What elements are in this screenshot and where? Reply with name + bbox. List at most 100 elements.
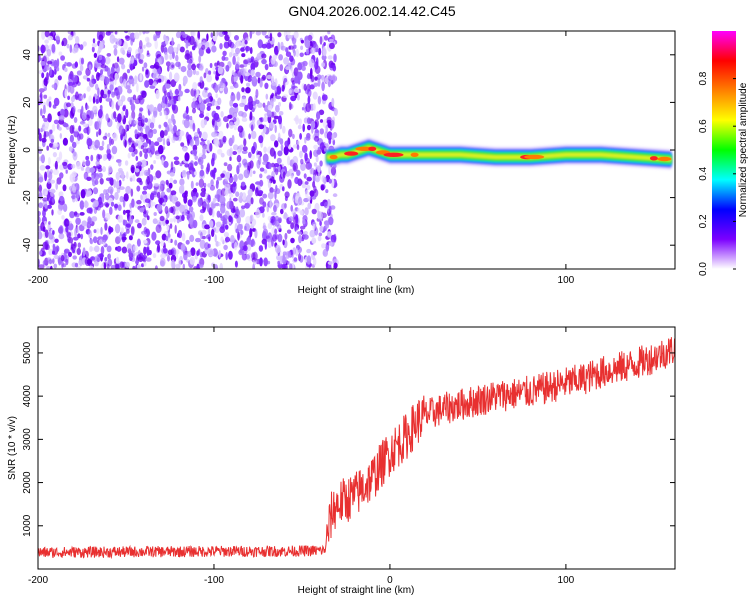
noise-speckle (303, 173, 307, 179)
noise-speckle (141, 159, 147, 168)
noise-speckle (307, 88, 312, 98)
noise-speckle (98, 239, 102, 245)
noise-speckle (81, 105, 84, 115)
noise-speckle (76, 161, 82, 170)
noise-speckle (163, 160, 169, 168)
noise-speckle (287, 179, 292, 189)
noise-speckle (38, 184, 43, 193)
noise-speckle (274, 87, 278, 93)
noise-speckle (229, 147, 233, 157)
noise-speckle (148, 104, 155, 112)
noise-speckle (51, 209, 54, 216)
noise-speckle (330, 80, 334, 85)
noise-speckle (239, 208, 246, 218)
noise-speckle (297, 124, 302, 130)
noise-speckle (294, 87, 300, 93)
noise-speckle (99, 74, 105, 81)
noise-speckle (216, 179, 219, 186)
noise-speckle (306, 248, 312, 254)
noise-speckle (127, 88, 132, 94)
noise-speckle (169, 62, 176, 70)
noise-speckle (207, 243, 211, 249)
noise-speckle (207, 183, 212, 188)
noise-speckle (125, 228, 130, 234)
noise-speckle (194, 101, 199, 108)
noise-speckle (205, 41, 210, 49)
noise-speckle (59, 133, 62, 139)
noise-speckle (209, 220, 214, 229)
noise-speckle (241, 53, 246, 58)
noise-speckle (243, 169, 250, 179)
noise-speckle (52, 142, 59, 148)
noise-speckle (309, 229, 316, 238)
noise-speckle (122, 104, 127, 110)
noise-speckle (247, 101, 253, 110)
noise-speckle (192, 31, 196, 37)
noise-speckle (69, 211, 75, 219)
noise-speckle (192, 107, 196, 114)
noise-speckle (129, 115, 132, 125)
noise-speckle (87, 216, 92, 225)
noise-speckle (311, 237, 317, 244)
noise-speckle (194, 41, 197, 48)
noise-speckle (267, 238, 273, 243)
noise-speckle (178, 83, 182, 92)
noise-speckle (139, 31, 142, 36)
noise-speckle (305, 135, 311, 141)
noise-speckle (288, 216, 294, 222)
snr-y-tick-label: 5000 (22, 341, 33, 364)
noise-speckle (277, 32, 282, 38)
noise-speckle (123, 193, 129, 202)
noise-speckle (224, 224, 229, 230)
noise-speckle (91, 46, 95, 53)
noise-speckle (249, 168, 253, 178)
noise-speckle (77, 242, 82, 248)
noise-speckle (48, 157, 51, 165)
noise-speckle (218, 31, 225, 37)
noise-speckle (232, 55, 236, 65)
noise-speckle (109, 84, 114, 91)
noise-speckle (160, 257, 166, 267)
noise-speckle (172, 166, 176, 173)
noise-speckle (255, 31, 262, 36)
noise-speckle (230, 234, 235, 244)
noise-speckle (174, 210, 180, 215)
noise-speckle (206, 106, 211, 111)
snr-panel: -200 -100 0 100 1000 2000 3000 4000 5000 Height… (7, 326, 676, 596)
noise-speckle (314, 61, 319, 70)
noise-speckle (312, 91, 318, 100)
noise-speckle (197, 197, 202, 204)
noise-speckle (46, 181, 52, 190)
noise-speckle (213, 112, 220, 121)
noise-speckle (290, 77, 295, 83)
noise-speckle (211, 209, 215, 218)
noise-speckle (283, 146, 289, 156)
noise-speckle (282, 263, 286, 269)
noise-speckle (60, 254, 65, 262)
noise-speckle (69, 85, 75, 94)
noise-speckle (310, 47, 316, 54)
noise-speckle (132, 265, 136, 269)
noise-speckle (225, 64, 230, 72)
noise-speckle (102, 209, 106, 219)
noise-speckle (320, 202, 324, 207)
noise-speckle (60, 55, 65, 61)
noise-speckle (157, 145, 164, 154)
noise-speckle (189, 51, 193, 59)
noise-speckle (220, 216, 226, 222)
noise-speckle (189, 115, 193, 121)
spectrogram-y-tick-label: 20 (22, 96, 33, 108)
noise-speckle (135, 155, 139, 162)
noise-speckle (109, 73, 115, 82)
noise-speckle (75, 140, 80, 145)
noise-speckle (38, 88, 45, 93)
noise-speckle (58, 151, 63, 161)
noise-speckle (118, 179, 122, 187)
noise-speckle (217, 148, 223, 155)
noise-speckle (121, 236, 127, 241)
noise-speckle (298, 253, 301, 262)
noise-speckle (307, 196, 312, 201)
noise-speckle (107, 186, 114, 194)
noise-speckle (95, 228, 100, 234)
noise-speckle (304, 152, 308, 162)
